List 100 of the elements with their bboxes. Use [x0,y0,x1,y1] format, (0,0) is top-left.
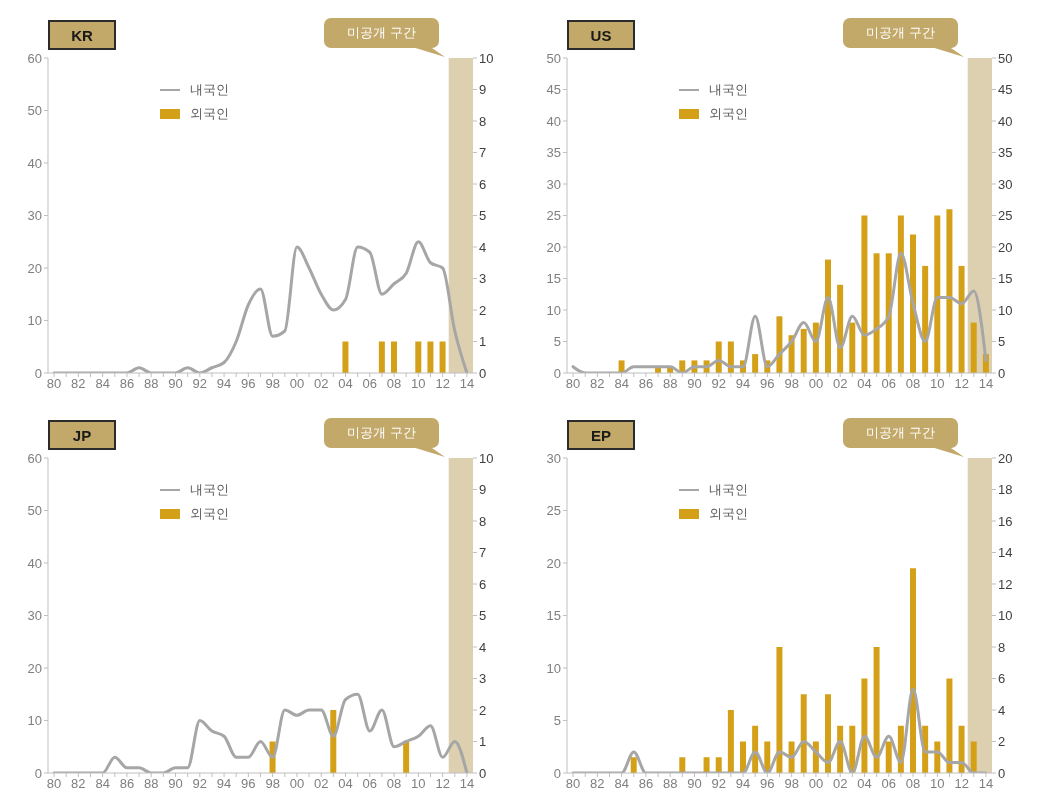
y-tick-label: 20 [546,239,561,255]
x-tick-label: 04 [338,776,353,792]
x-tick-label: 96 [241,376,256,392]
x-tick-label: 86 [638,376,654,392]
y-tick-label: 60 [27,50,42,66]
bar [861,678,868,773]
bar [946,678,953,773]
x-tick-label: 82 [71,376,86,392]
x-tick-label: 00 [808,376,824,392]
x-tick-label: 88 [143,776,159,792]
y-tick-label: 10 [546,660,561,676]
legend-label: 외국인 [190,505,229,523]
x-tick-label: 86 [119,376,135,392]
x-tick-label: 02 [832,376,848,392]
y2-tick-label: 0 [479,765,487,781]
y-tick-label: 20 [27,660,42,676]
x-tick-label: 90 [687,376,702,392]
y2-tick-label: 12 [998,576,1013,592]
x-tick-label: 88 [143,376,159,392]
x-tick-label: 86 [119,776,135,792]
x-tick-label: 88 [662,776,678,792]
x-tick-label: 14 [978,776,994,792]
y2-tick-label: 5 [998,334,1006,350]
y2-tick-label: 6 [479,176,487,192]
band-label: 미공개 구간 [842,18,958,48]
y-tick-label: 50 [27,503,42,519]
x-tick-label: 84 [614,776,629,792]
y2-tick-label: 6 [479,576,487,592]
y-tick-label: 15 [546,608,561,624]
y-tick-label: 20 [546,555,561,571]
x-tick-label: 86 [638,776,654,792]
x-tick-label: 96 [760,776,775,792]
y-tick-label: 40 [546,113,561,129]
y-tick-label: 25 [546,208,561,224]
bar [800,328,807,373]
bar [776,316,783,373]
x-tick-label: 12 [954,776,969,792]
y-tick-label: 5 [553,334,561,350]
y2-tick-label: 6 [998,671,1006,687]
x-tick-label: 04 [338,376,353,392]
chart-title: EP [567,420,635,450]
x-tick-label: 12 [435,776,450,792]
bar [885,253,892,373]
x-tick-label: 92 [711,376,727,392]
bar [800,694,807,773]
x-tick-label: 06 [362,376,378,392]
band-label: 미공개 구간 [323,18,439,48]
x-tick-label: 06 [881,776,897,792]
bar [825,694,831,773]
bar [897,215,904,373]
y-tick-label: 0 [34,365,42,381]
x-tick-label: 08 [386,376,402,392]
y2-tick-label: 30 [998,176,1013,192]
y-tick-label: 0 [553,765,561,781]
x-tick-label: 00 [289,376,305,392]
bar [946,209,953,373]
y-tick-label: 20 [27,260,42,276]
y-tick-label: 60 [27,450,42,466]
x-tick-label: 06 [881,376,897,392]
bar [970,322,977,373]
x-tick-label: 98 [265,376,280,392]
bar [825,259,831,373]
y-tick-label: 40 [27,155,42,171]
x-tick-label: 94 [216,776,232,792]
x-tick-label: 80 [565,376,581,392]
bar [703,757,710,773]
x-tick-label: 84 [95,376,110,392]
y2-tick-label: 4 [479,239,487,255]
y-tick-label: 30 [546,176,561,192]
y2-tick-label: 9 [479,82,487,98]
bar [740,741,746,773]
y2-tick-label: 35 [998,145,1013,161]
bar [885,741,892,773]
y-tick-label: 45 [546,82,561,98]
x-tick-label: 80 [46,376,62,392]
y2-tick-label: 5 [479,608,487,624]
x-tick-label: 10 [930,376,945,392]
bar [727,710,734,773]
bar [776,647,783,773]
y-tick-label: 30 [546,450,561,466]
y2-tick-label: 8 [998,639,1006,655]
x-tick-label: 12 [954,376,969,392]
bar [837,284,844,373]
y-tick-label: 10 [27,713,42,729]
y2-tick-label: 1 [479,334,487,350]
y-tick-label: 5 [553,713,561,729]
y-tick-label: 0 [34,765,42,781]
x-tick-label: 02 [832,776,848,792]
bar [958,265,965,373]
chart-title: US [567,20,635,50]
x-tick-label: 84 [614,376,629,392]
y2-tick-label: 8 [479,513,487,529]
x-tick-label: 14 [459,776,475,792]
y2-tick-label: 7 [479,145,487,161]
x-tick-label: 02 [313,376,329,392]
y2-tick-label: 10 [479,50,494,66]
x-tick-label: 10 [411,376,426,392]
y2-tick-label: 0 [998,765,1006,781]
y2-tick-label: 10 [998,608,1013,624]
x-tick-label: 98 [784,376,799,392]
